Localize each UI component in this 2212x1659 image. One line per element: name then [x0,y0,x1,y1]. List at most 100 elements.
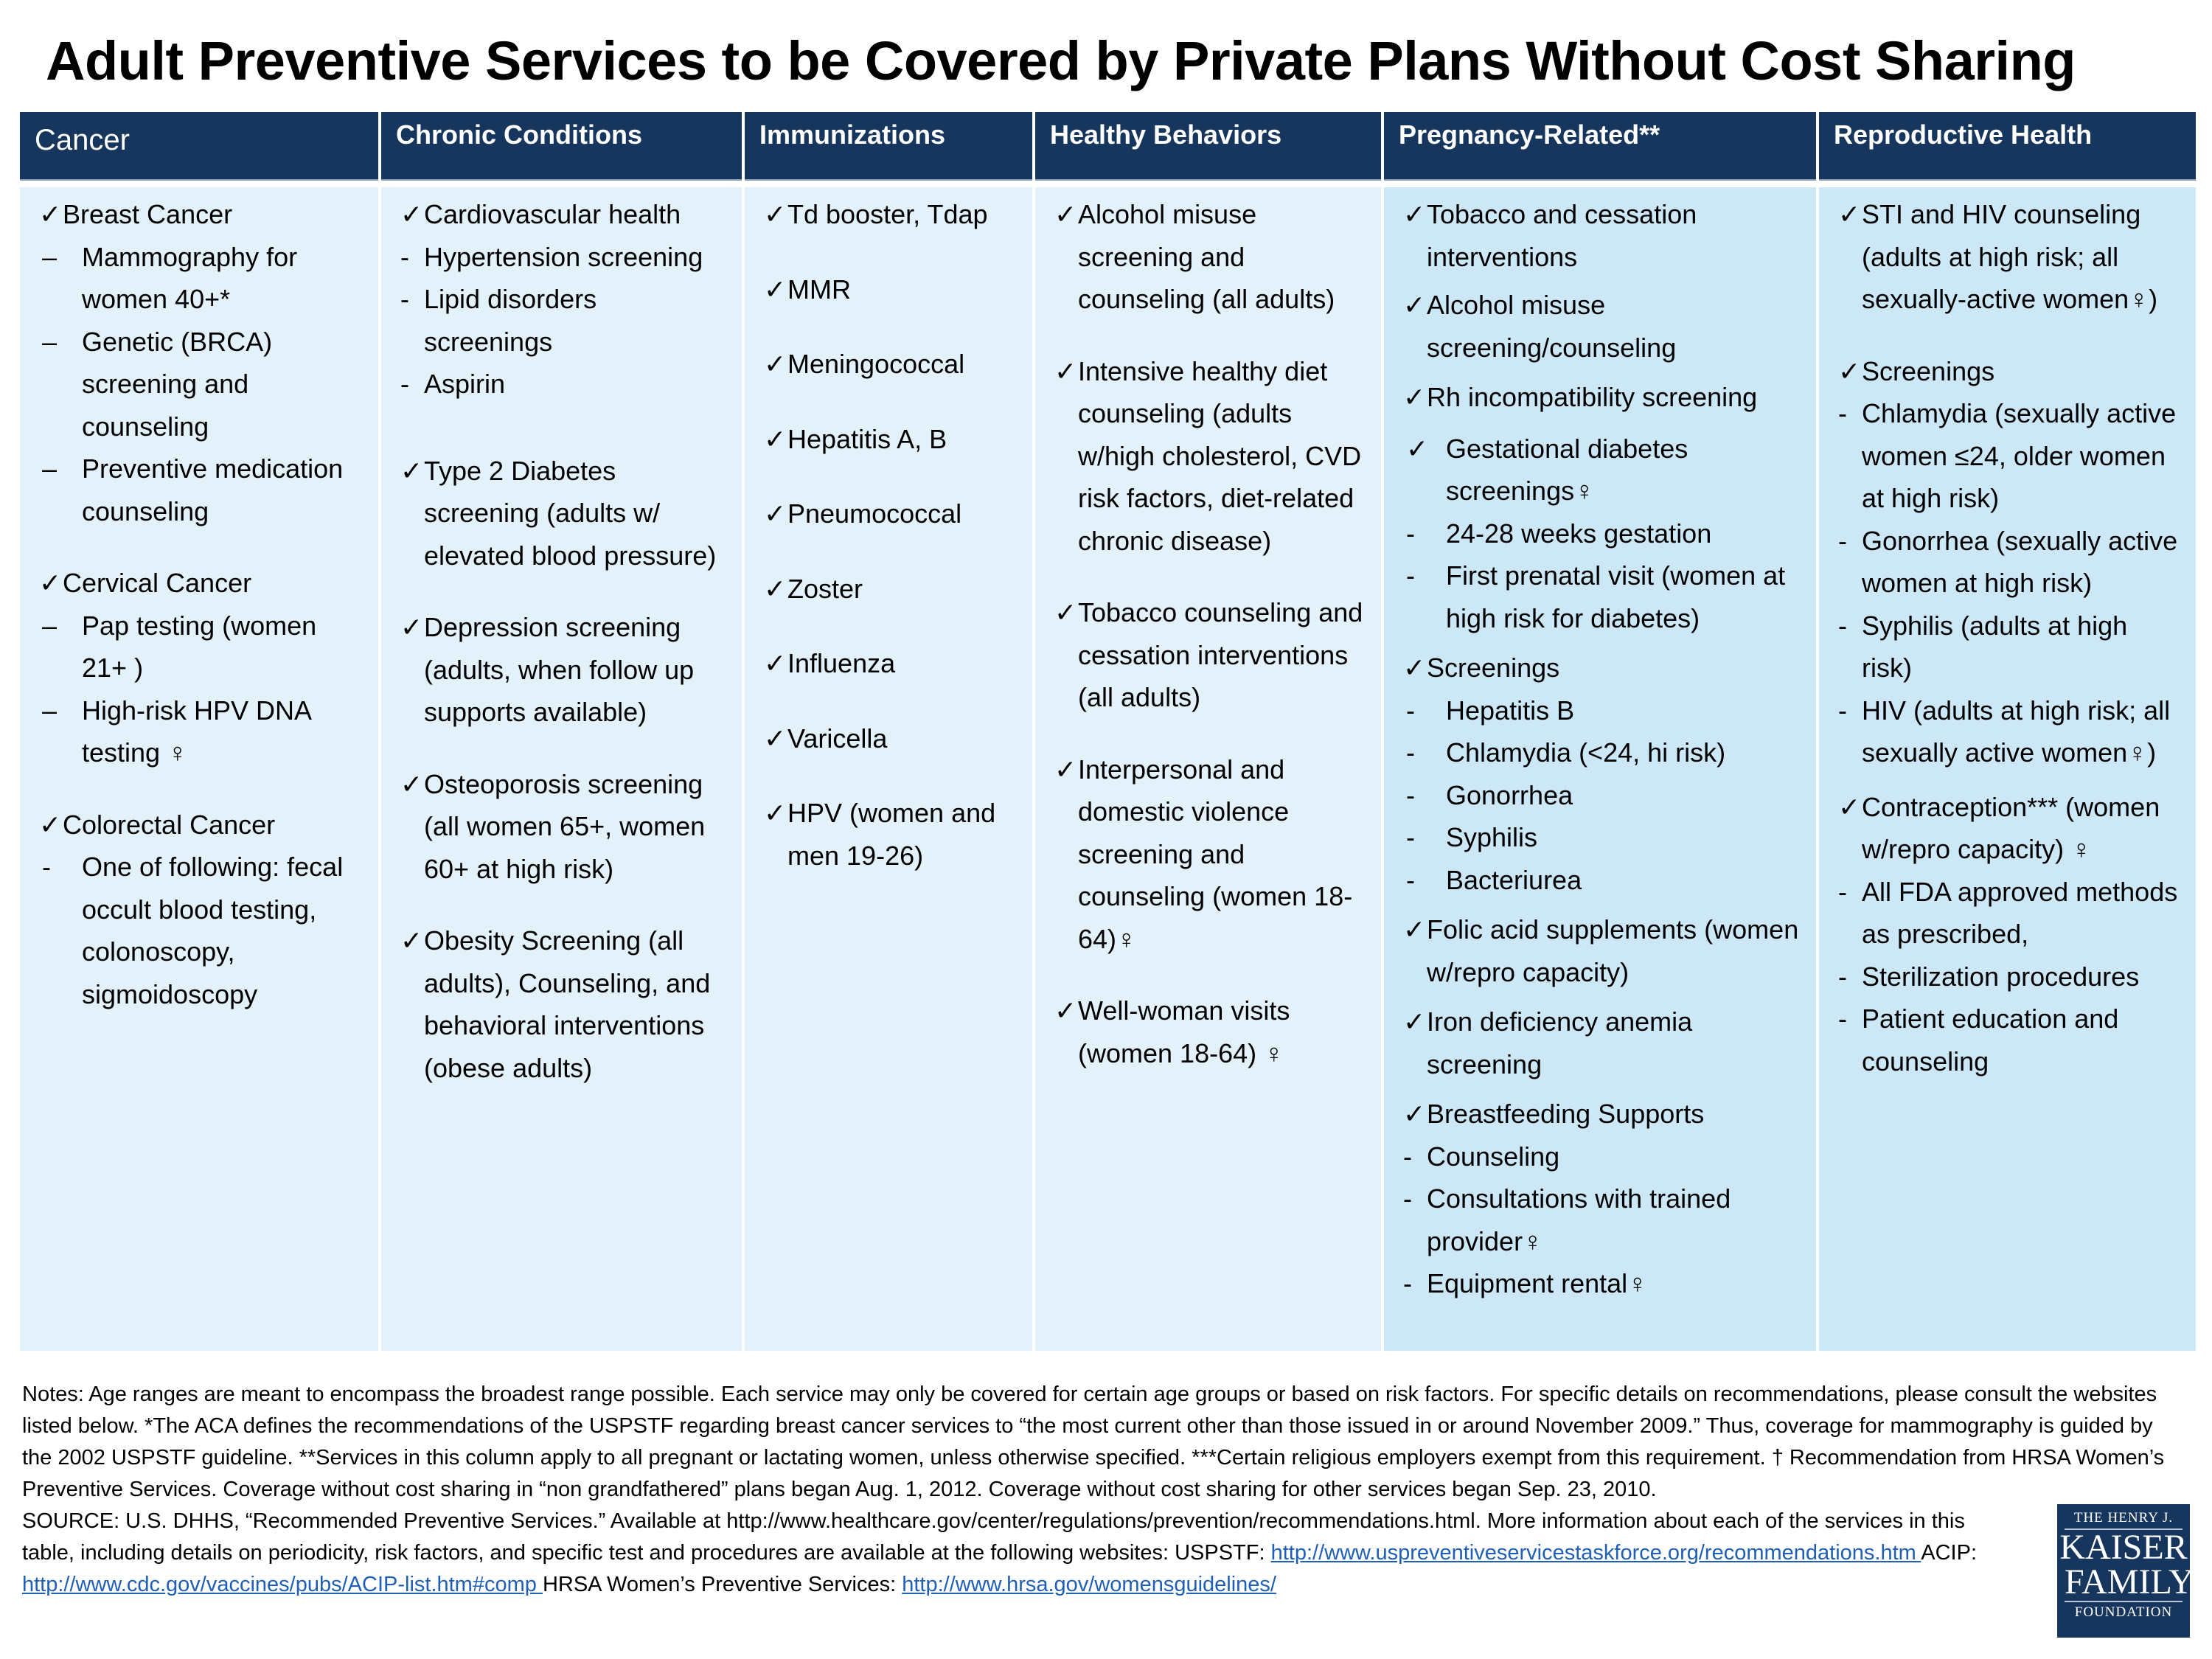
service-group: ✓ Alcohol misuse screening and counseling… [1054,193,1369,321]
logo-line-2: KAISER [2059,1528,2188,1567]
service-group: ✓ Pneumococcal [764,493,1020,535]
service-group: ✓ Td booster, Tdap [764,193,1020,236]
dash-bullet-icon: – [42,695,58,726]
checkmark-icon: ✓ [39,199,62,229]
notes-text: Notes: Age ranges are meant to encompass… [22,1382,2165,1501]
column-immunizations: Immunizations ✓ Td booster, Tdap ✓ MMR ✓ Menin… [745,112,1035,1351]
checkmark-icon: ✓ [400,612,423,642]
service-text: Equipment rental♀ [1427,1268,1648,1298]
service-group: ✓ Varicella [764,717,1020,760]
service-text: All FDA approved methods as prescribed, [1862,876,2178,950]
service-item: - Gonorrhea (sexually active women at hig… [1838,520,2184,605]
service-text: Preventive medication counseling [82,453,344,526]
service-item: - Consultations with trained provider♀ [1403,1178,1804,1262]
service-text: Zoster [787,573,863,604]
service-text: Gestational diabetes screenings♀ [1446,433,1688,507]
service-group: ✓ Well-woman visits (women 18-64) ♀ [1054,990,1369,1074]
column-body: ✓ Breast Cancer – Mammography for women 40+… [20,187,378,1351]
service-item: ✓ Interpersonal and domestic violence scr… [1054,748,1369,961]
service-text: Influenza [787,648,896,678]
acip-link[interactable]: http://www.cdc.gov/vaccines/pubs/ACIP-li… [22,1573,543,1596]
service-text: Folic acid supplements (women w/repro ca… [1427,914,1799,987]
dash-bullet-icon: - [1406,560,1415,591]
service-group: ✓ Cardiovascular health - Hypertension scre… [400,193,730,406]
checkmark-icon: ✓ [764,423,787,454]
service-text: Consultations with trained provider♀ [1427,1183,1731,1256]
checkmark-icon: ✓ [1403,290,1426,320]
service-text: One of following: fecal occult blood tes… [82,852,344,1009]
checkmark-icon: ✓ [400,925,423,956]
checkmark-icon: ✓ [400,768,423,799]
service-group: ✓ Contraception*** (women w/repro capacit… [1838,786,2184,1083]
dash-bullet-icon: - [1406,822,1415,852]
service-item: - Sterilization procedures [1838,956,2184,998]
service-text: Hepatitis A, B [787,423,947,454]
service-group: ✓ Zoster [764,568,1020,611]
service-item: ✓ Cardiovascular health [400,193,730,236]
column-header: Reproductive Health [1819,112,2196,181]
column-body: ✓ STI and HIV counseling (adults at high … [1819,187,2196,1351]
service-item: ✓ Meningococcal [764,343,1020,386]
service-item: ✓ Tobacco and cessation interventions [1403,193,1804,278]
column-body: ✓ Cardiovascular health - Hypertension scre… [381,187,742,1351]
service-group: ✓ Osteoporosis screening (all women 65+, … [400,763,730,891]
service-text: Aspirin [424,369,506,399]
service-item: – Mammography for women 40+* [39,236,366,321]
service-text: Chlamydia (sexually active women ≤24, ol… [1862,398,2177,513]
kaiser-family-foundation-logo: THE HENRY J. KAISER FAMILY FOUNDATION [2057,1504,2194,1638]
service-text: Pneumococcal [787,498,962,529]
service-group: ✓ STI and HIV counseling (adults at high … [1838,193,2184,321]
column-pregnancy-related: Pregnancy-Related** ✓ Tobacco and cessatio… [1384,112,1819,1351]
source-text: SOURCE: U.S. DHHS, “Recommended Preventi… [22,1506,2183,1601]
service-item: - Hepatitis B [1403,689,1804,732]
service-text: Lipid disorders screenings [424,284,597,357]
column-cancer: Cancer ✓ Breast Cancer – Mammography for wom… [20,112,381,1351]
checkmark-icon: ✓ [764,723,787,754]
service-item: ✓ MMR [764,268,1020,311]
service-group: ✓ Influenza [764,642,1020,685]
service-text: Alcohol misuse screening and counseling … [1078,199,1335,314]
service-text: Interpersonal and domestic violence scre… [1078,754,1353,954]
checkmark-icon: ✓ [1403,1099,1426,1129]
dash-bullet-icon: - [1406,737,1415,768]
logo-line-3: FAMILY [2065,1562,2194,1602]
column-header: Chronic Conditions [381,112,742,181]
service-group: ✓ Alcohol misuse screening/counseling [1403,284,1804,369]
service-text: Iron deficiency anemia screening [1427,1006,1693,1079]
column-header: Immunizations [745,112,1032,181]
service-text: Bacteriurea [1446,864,1582,895]
service-group: ✓ Tobacco counseling and cessation interv… [1054,591,1369,719]
service-group: ✓ Breastfeeding Supports - Counseling - Consu… [1403,1093,1804,1305]
service-item: ✓ Obesity Screening (all adults), Counsel… [400,919,730,1089]
service-item: ✓ Osteoporosis screening (all women 65+, … [400,763,730,891]
service-item: ✓ Well-woman visits (women 18-64) ♀ [1054,990,1369,1074]
service-text: Genetic (BRCA) screening and counseling [82,326,273,442]
checkmark-icon: ✓ [1403,914,1426,945]
service-item: - Syphilis (adults at high risk) [1838,605,2184,689]
dash-bullet-icon: - [400,284,409,314]
dash-bullet-icon: - [42,852,51,882]
service-item: ✓ Screenings [1403,647,1804,689]
source-text-2: ACIP: [1921,1541,1978,1565]
hrsa-link[interactable]: http://www.hrsa.gov/womensguidelines/ [902,1573,1276,1596]
service-item: ✓ Depression screening (adults, when foll… [400,606,730,734]
service-item: ✓ Contraception*** (women w/repro capacit… [1838,786,2184,871]
checkmark-icon: ✓ [1838,355,1861,386]
service-text: Tobacco and cessation interventions [1427,199,1697,272]
service-group: ✓ Tobacco and cessation interventions [1403,193,1804,278]
checkmark-icon: ✓ [39,809,62,840]
checkmark-icon: ✓ [1403,199,1426,229]
checkmark-icon: ✓ [1838,199,1861,229]
checkmark-icon: ✓ [1054,355,1077,386]
dash-bullet-icon: - [400,369,409,399]
service-group: ✓ Rh incompatibility screening [1403,376,1804,419]
uspstf-link[interactable]: http://www.uspreventiveservicestaskforce… [1270,1541,1921,1565]
services-table: Cancer ✓ Breast Cancer – Mammography for wom… [20,112,2196,1351]
service-text: Type 2 Diabetes screening (adults w/ ele… [424,455,717,571]
dash-bullet-icon: - [1406,518,1415,549]
dash-bullet-icon: - [1838,876,1847,907]
service-text: Cervical Cancer [63,568,252,598]
service-item: - Lipid disorders screenings [400,278,730,363]
checkmark-icon: ✓ [764,498,787,529]
dash-bullet-icon: - [1406,779,1415,810]
